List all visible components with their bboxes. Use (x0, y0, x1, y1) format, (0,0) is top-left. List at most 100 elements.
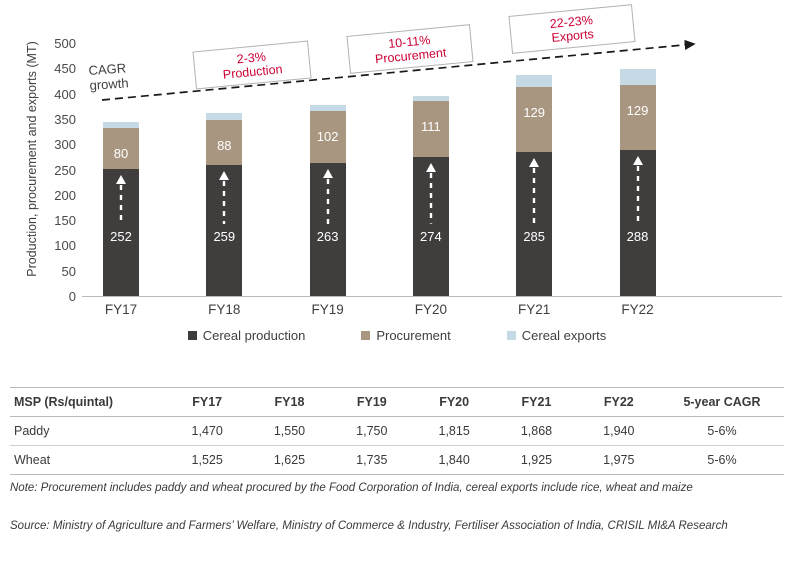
bar-segment-cereal-exports[interactable] (206, 113, 243, 121)
bar-segment-cereal-exports[interactable] (412, 96, 449, 102)
bar-group[interactable]: 12928522.9 (516, 74, 553, 296)
bar-group[interactable]: 8025211.6 (103, 122, 139, 296)
bar-segment-cereal-production[interactable]: 288 (619, 150, 656, 296)
bar-value-procurement: 111 (421, 119, 441, 135)
source-text: Source: Ministry of Agriculture and Farm… (10, 520, 728, 532)
growth-up-arrow-icon (219, 170, 230, 224)
x-axis-label-fy18: FY18 (208, 302, 241, 317)
table-cell: 1,975 (577, 445, 660, 475)
growth-up-arrow-icon (632, 156, 643, 224)
bar-segment-cereal-production[interactable]: 252 (103, 168, 139, 296)
table-col-header: FY22 (577, 387, 660, 417)
callout-production: 2-3% Production (192, 40, 312, 90)
legend-item-cereal-exports[interactable]: Cereal exports (506, 328, 606, 343)
bar-segment-procurement[interactable]: 88 (206, 120, 243, 165)
bar-segment-cereal-exports[interactable] (309, 104, 346, 112)
bar-segment-procurement[interactable]: 80 (103, 128, 139, 169)
bar-value-cereal-production: 288 (626, 229, 649, 244)
legend-swatch-icon (506, 331, 516, 340)
bar-segment-cereal-exports[interactable] (103, 122, 139, 129)
stacked-bar-chart: Production, procurement and exports (MT)… (0, 0, 794, 355)
table-cell: Paddy (10, 416, 166, 446)
table-header: MSP (Rs/quintal) FY17 FY18 FY19 FY20 FY21 FY22… (10, 387, 784, 417)
table-cell: Wheat (10, 445, 166, 475)
legend-swatch-icon (361, 331, 371, 340)
table-col-header: FY21 (495, 387, 578, 417)
legend-swatch-icon (187, 331, 197, 340)
table-cell: 1,940 (577, 416, 660, 446)
table-cell: 1,750 (330, 416, 413, 446)
table-cell: 1,625 (248, 445, 331, 475)
y-tick-label: 50 (61, 263, 76, 279)
y-axis-title: Production, procurement and exports (MT) (25, 41, 39, 277)
y-tick-label: 0 (68, 289, 76, 304)
plot-area: 2-3% Production 10-11% Procurement 22-23… (82, 0, 782, 355)
cagr-growth-label: CAGR growth (88, 60, 129, 93)
bar-group[interactable]: 8825913.9 (206, 113, 243, 296)
table-col-header: FY19 (330, 387, 413, 417)
legend-item-procurement[interactable]: Procurement (361, 328, 451, 343)
bar-value-procurement: 102 (316, 129, 339, 145)
bar-segment-cereal-production[interactable]: 263 (309, 162, 346, 296)
bar-segment-cereal-production[interactable]: 285 (516, 151, 553, 296)
x-axis-label-fy17: FY17 (104, 302, 138, 317)
table-col-header: FY18 (248, 387, 331, 417)
y-tick-label: 300 (54, 137, 76, 153)
growth-up-arrow-icon (529, 157, 540, 224)
y-tick-label: 400 (54, 86, 76, 102)
legend-item-cereal-production[interactable]: Cereal production (187, 328, 306, 343)
callout-exports: 22-23% Exports (508, 4, 636, 54)
bar-segment-procurement[interactable]: 129 (619, 85, 656, 151)
chart-legend: Cereal production Procurement Cereal expor… (0, 328, 794, 343)
bar-value-procurement: 129 (523, 104, 546, 120)
x-axis-label-fy21: FY21 (518, 302, 551, 317)
table-cell: 1,925 (495, 445, 578, 475)
cagr-growth-line2: growth (89, 75, 130, 94)
table-cell: 1,815 (412, 416, 496, 446)
bar-segment-cereal-production[interactable]: 274 (412, 157, 449, 296)
bar-group[interactable]: 11127410.1 (412, 96, 449, 296)
bar-value-cereal-production: 263 (316, 229, 339, 244)
table-cell: 1,470 (166, 416, 249, 446)
bar-value-procurement: 80 (113, 146, 129, 162)
table-cell: 5-6% (660, 416, 784, 446)
bar-segment-procurement[interactable]: 111 (412, 101, 449, 158)
legend-label: Procurement (376, 328, 451, 343)
table-cell: 5-6% (660, 445, 784, 475)
growth-up-arrow-icon (425, 163, 436, 224)
bar-segment-procurement[interactable]: 129 (516, 86, 553, 152)
bar-segment-cereal-exports[interactable] (516, 74, 553, 87)
bar-value-procurement: 129 (626, 103, 649, 119)
table-cell: 1,735 (330, 445, 413, 475)
table-cell: 1,525 (166, 445, 249, 475)
growth-up-arrow-icon (116, 174, 126, 224)
table-cell: 1,840 (412, 445, 496, 475)
bar-segment-cereal-exports[interactable] (619, 68, 656, 86)
bar-value-procurement: 88 (217, 138, 232, 154)
y-tick-label: 500 (54, 36, 76, 51)
y-tick-label: 200 (54, 187, 76, 203)
msp-table: MSP (Rs/quintal) FY17 FY18 FY19 FY20 FY21 FY22… (10, 387, 784, 475)
y-tick-label: 450 (54, 61, 76, 77)
table-col-header: 5-year CAGR (660, 387, 784, 417)
y-tick-label: 150 (54, 213, 76, 229)
callout-procurement: 10-11% Procurement (346, 24, 474, 74)
table-header-row: MSP (Rs/quintal) FY17 FY18 FY19 FY20 FY21 FY22… (10, 387, 784, 417)
y-tick-label: 350 (54, 111, 76, 127)
bar-group[interactable]: 12928832.2 (619, 68, 656, 296)
table-col-header: FY17 (166, 387, 249, 417)
note-text: Note: Procurement includes paddy and whe… (10, 482, 693, 494)
legend-label: Cereal production (202, 328, 306, 343)
bar-group[interactable]: 10226313.3 (309, 104, 346, 296)
table-cell: 1,868 (495, 416, 578, 446)
bar-segment-cereal-production[interactable]: 259 (206, 164, 243, 296)
x-axis-line (82, 296, 782, 297)
table-col-header: MSP (Rs/quintal) (10, 387, 166, 417)
bar-segment-procurement[interactable]: 102 (309, 111, 346, 163)
x-axis-label-fy19: FY19 (311, 302, 344, 317)
y-axis-ticks: 500 450 400 350 300 250 200 150 100 50 0 (40, 0, 76, 355)
bar-value-cereal-production: 252 (110, 229, 132, 244)
table-row: Paddy 1,470 1,550 1,750 1,815 1,868 1,940 5-6% (10, 416, 784, 446)
y-tick-label: 100 (54, 238, 76, 254)
table-row: Wheat 1,525 1,625 1,735 1,840 1,925 1,975 5-6% (10, 445, 784, 475)
